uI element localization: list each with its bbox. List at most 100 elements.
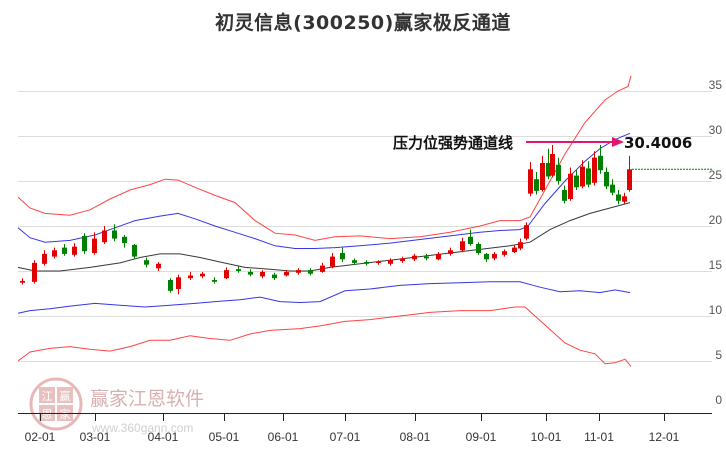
candle [436, 253, 441, 260]
candle [622, 196, 627, 202]
y-tick-label: 30 [709, 123, 723, 137]
candle [224, 270, 229, 279]
candle [188, 275, 193, 279]
candle [616, 194, 621, 201]
watermark-logo-char: 赢 [60, 389, 71, 403]
x-tick-label: 04-01 [148, 430, 179, 444]
candle [330, 256, 335, 267]
y-tick-label: 15 [709, 258, 723, 272]
candle [592, 157, 597, 183]
candle [448, 250, 453, 254]
candle [562, 190, 567, 201]
y-gridlines [18, 91, 712, 362]
candle [352, 260, 357, 263]
candle [132, 244, 137, 257]
x-tick-label: 12-01 [649, 430, 680, 444]
candle [388, 260, 393, 264]
watermark-logo-char: 恩 [42, 408, 53, 421]
candle [284, 271, 289, 276]
candle [102, 230, 107, 243]
watermark: 江 赢 恩 家 赢家江恩软件 www.360gann.com [29, 377, 204, 435]
outer-lower-band-line [17, 306, 632, 367]
watermark-logo-char: 江 [42, 390, 53, 403]
x-axis: 02-01 03-01 04-01 05-01 06-01 07-01 08-01 09-01… [18, 413, 712, 444]
candle [364, 262, 369, 264]
candle [604, 172, 609, 187]
candle [598, 155, 603, 171]
candle [568, 173, 573, 199]
y-tick-label: 35 [709, 78, 723, 92]
candle [476, 244, 481, 253]
candle [272, 274, 277, 279]
candle [512, 247, 517, 253]
candle [502, 251, 507, 255]
y-tick-label: 25 [709, 168, 723, 182]
candle [627, 169, 632, 190]
candle [156, 263, 161, 269]
candle [62, 247, 67, 254]
candle [546, 163, 551, 177]
candle [296, 270, 301, 273]
candle [412, 255, 417, 260]
x-tick-label: 05-01 [209, 430, 240, 444]
candle [144, 260, 149, 265]
candle [248, 271, 253, 275]
candle [320, 265, 325, 272]
candle [340, 253, 345, 260]
x-tick-label: 07-01 [330, 430, 361, 444]
y-tick-label: 0 [715, 393, 722, 407]
watermark-url: www.360gann.com [91, 421, 193, 435]
candle [540, 163, 545, 190]
candle [534, 179, 539, 191]
candle [460, 241, 465, 251]
candle [424, 256, 429, 259]
candle [492, 253, 497, 259]
candle [236, 269, 241, 271]
x-tick-label: 11-01 [584, 430, 614, 444]
y-axis-ticks: 0 5 10 15 20 25 30 35 [709, 78, 723, 407]
candle [610, 184, 615, 193]
candle [42, 253, 47, 264]
x-tick-label: 06-01 [268, 430, 299, 444]
candle [468, 236, 473, 244]
x-tick-label: 03-01 [80, 430, 111, 444]
outer-upper-band-line [17, 75, 632, 241]
candle [580, 166, 585, 187]
candle [112, 230, 117, 239]
y-tick-label: 20 [709, 213, 723, 227]
candle [586, 168, 591, 185]
candle [574, 175, 579, 188]
candle [260, 271, 265, 277]
candle [550, 154, 555, 176]
candle [168, 280, 173, 291]
candle [52, 250, 57, 257]
x-tick-label: 10-01 [531, 430, 562, 444]
candle [72, 246, 77, 255]
candle [556, 164, 561, 181]
y-tick-label: 5 [715, 348, 722, 362]
candlesticks [20, 145, 632, 295]
candle [32, 262, 37, 282]
watermark-brand: 赢家江恩软件 [90, 388, 204, 410]
x-tick-label: 09-01 [466, 430, 497, 444]
pressure-annotation: 压力位强势通道线 30.4006 [393, 134, 692, 152]
annotation-value: 30.4006 [624, 134, 692, 152]
candle [308, 270, 313, 274]
candle [400, 258, 405, 262]
x-tick-label: 08-01 [400, 430, 431, 444]
candle [376, 262, 381, 263]
candle [82, 235, 87, 252]
chart-title: 初灵信息(300250)赢家极反通道 [215, 12, 511, 34]
candle [524, 225, 529, 239]
candle [92, 238, 97, 253]
candle [518, 242, 523, 249]
arrow-right-icon [612, 137, 624, 147]
candle [528, 169, 533, 194]
channel-lines [17, 75, 632, 367]
x-tick-label: 02-01 [25, 430, 56, 444]
candle [122, 236, 127, 244]
inner-lower-band-line [17, 281, 631, 314]
annotation-label: 压力位强势通道线 [393, 134, 513, 152]
candle [484, 253, 489, 260]
